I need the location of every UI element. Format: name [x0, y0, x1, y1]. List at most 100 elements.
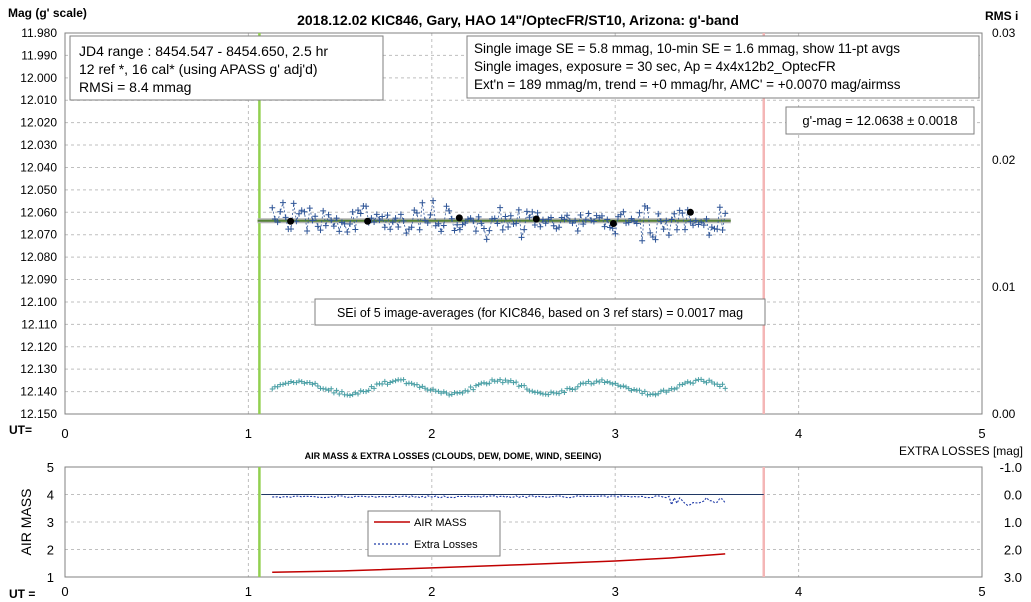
ut-tick-label-bottom: 3 [612, 584, 619, 599]
single-image-mag-point [363, 203, 370, 210]
single-image-mag-point [271, 215, 278, 222]
single-image-mag-point [652, 236, 659, 243]
airmass-axis-label: AIR MASS [18, 489, 34, 556]
airmass-tick-label: 3 [47, 515, 54, 530]
mag-tick-label: 12.140 [20, 385, 57, 399]
single-image-mag-point [301, 208, 308, 215]
single-image-mag-point [419, 199, 426, 206]
rms-point [296, 378, 302, 384]
single-image-mag-point [322, 222, 329, 229]
single-image-mag-point [601, 223, 608, 230]
single-image-mag-point [572, 217, 579, 224]
single-image-mag-point [548, 214, 555, 221]
single-image-mag-point [486, 227, 493, 234]
single-image-mag-point [480, 225, 487, 232]
info-right-line-1: Single image SE = 5.8 mmag, 10-min SE = … [474, 41, 900, 56]
rms-point [604, 379, 610, 385]
rms-point [435, 388, 441, 394]
single-image-mag-point [700, 222, 707, 229]
single-image-mag-point [673, 226, 680, 233]
legend-extra-losses-label: Extra Losses [414, 539, 478, 551]
single-image-mag-point [491, 215, 498, 222]
rms-point [288, 378, 294, 384]
rms-point [438, 390, 444, 396]
single-image-mag-point [389, 219, 396, 226]
single-image-mag-point [309, 217, 316, 224]
rms-point [524, 386, 530, 392]
rms-point [682, 380, 688, 386]
mag-tick-label: 12.000 [20, 71, 57, 85]
single-image-mag-point [403, 230, 410, 237]
single-image-mag-point [475, 213, 482, 220]
single-image-mag-point [330, 223, 337, 230]
single-image-mag-point [521, 226, 528, 233]
single-image-mag-point [679, 210, 686, 217]
rms-point [382, 378, 388, 384]
rms-point [497, 377, 503, 383]
rms-point [312, 380, 318, 386]
rms-point [575, 384, 581, 390]
rms-point [363, 389, 369, 395]
single-image-mag-point [649, 233, 656, 240]
rms-tick-label: 0.00 [992, 407, 1016, 421]
rms-point [553, 390, 559, 396]
single-image-mag-point [336, 228, 343, 235]
single-image-mag-point [505, 223, 512, 230]
mag-tick-label: 12.040 [20, 160, 57, 174]
single-image-mag-point [706, 232, 713, 239]
single-image-mag-point [668, 216, 675, 223]
image-average-point [364, 217, 372, 225]
single-image-mag-point [494, 220, 501, 227]
single-image-mag-point [502, 213, 509, 220]
single-image-mag-point [290, 200, 297, 207]
single-image-mag-point [620, 208, 627, 215]
single-image-mag-point [435, 220, 442, 227]
rms-point [599, 377, 605, 383]
single-image-mag-point [577, 211, 584, 218]
rms-point [594, 378, 600, 384]
rms-point [430, 386, 436, 392]
mag-tick-label: 12.130 [20, 362, 57, 376]
rms-point [693, 377, 699, 383]
single-image-mag-point [623, 220, 630, 227]
single-image-mag-point [687, 218, 694, 225]
rms-point [484, 381, 490, 387]
single-image-mag-point [655, 210, 662, 217]
ut-tick-label-bottom: 4 [795, 584, 802, 599]
rms-point [618, 384, 624, 390]
single-image-mag-point [416, 226, 423, 233]
mag-tick-label: 12.010 [20, 93, 57, 107]
single-image-mag-point [279, 199, 286, 206]
single-image-mag-point [462, 220, 469, 227]
single-image-mag-point [550, 222, 557, 229]
rms-point [280, 381, 286, 387]
rms-point [717, 383, 723, 389]
single-image-mag-point [312, 213, 319, 220]
single-image-mag-point [692, 217, 699, 224]
image-average-point [609, 220, 617, 227]
rms-point [685, 379, 691, 385]
info-left-line-3: RMSi = 8.4 mmag [79, 79, 191, 95]
rms-axis-label: RMS i [985, 9, 1018, 23]
rms-point [535, 389, 541, 395]
single-image-mag-point [464, 216, 471, 223]
extra-losses-tick-label: 0.0 [1004, 488, 1022, 503]
rms-point [612, 380, 618, 386]
rms-point [371, 385, 377, 391]
single-image-mag-point [580, 221, 587, 228]
rms-point [481, 380, 487, 386]
rms-point [650, 391, 656, 397]
rms-point [583, 380, 589, 386]
single-image-mag-point [333, 215, 340, 222]
rms-point [537, 390, 543, 396]
single-image-mag-point [355, 207, 362, 214]
rms-point [352, 390, 358, 396]
single-image-mag-point [341, 220, 348, 227]
rms-point [315, 383, 321, 389]
rms-point [336, 391, 342, 397]
rms-point [701, 378, 707, 384]
info-box-left [69, 35, 384, 101]
rms-point [309, 381, 315, 387]
single-image-mag-point [537, 223, 544, 230]
